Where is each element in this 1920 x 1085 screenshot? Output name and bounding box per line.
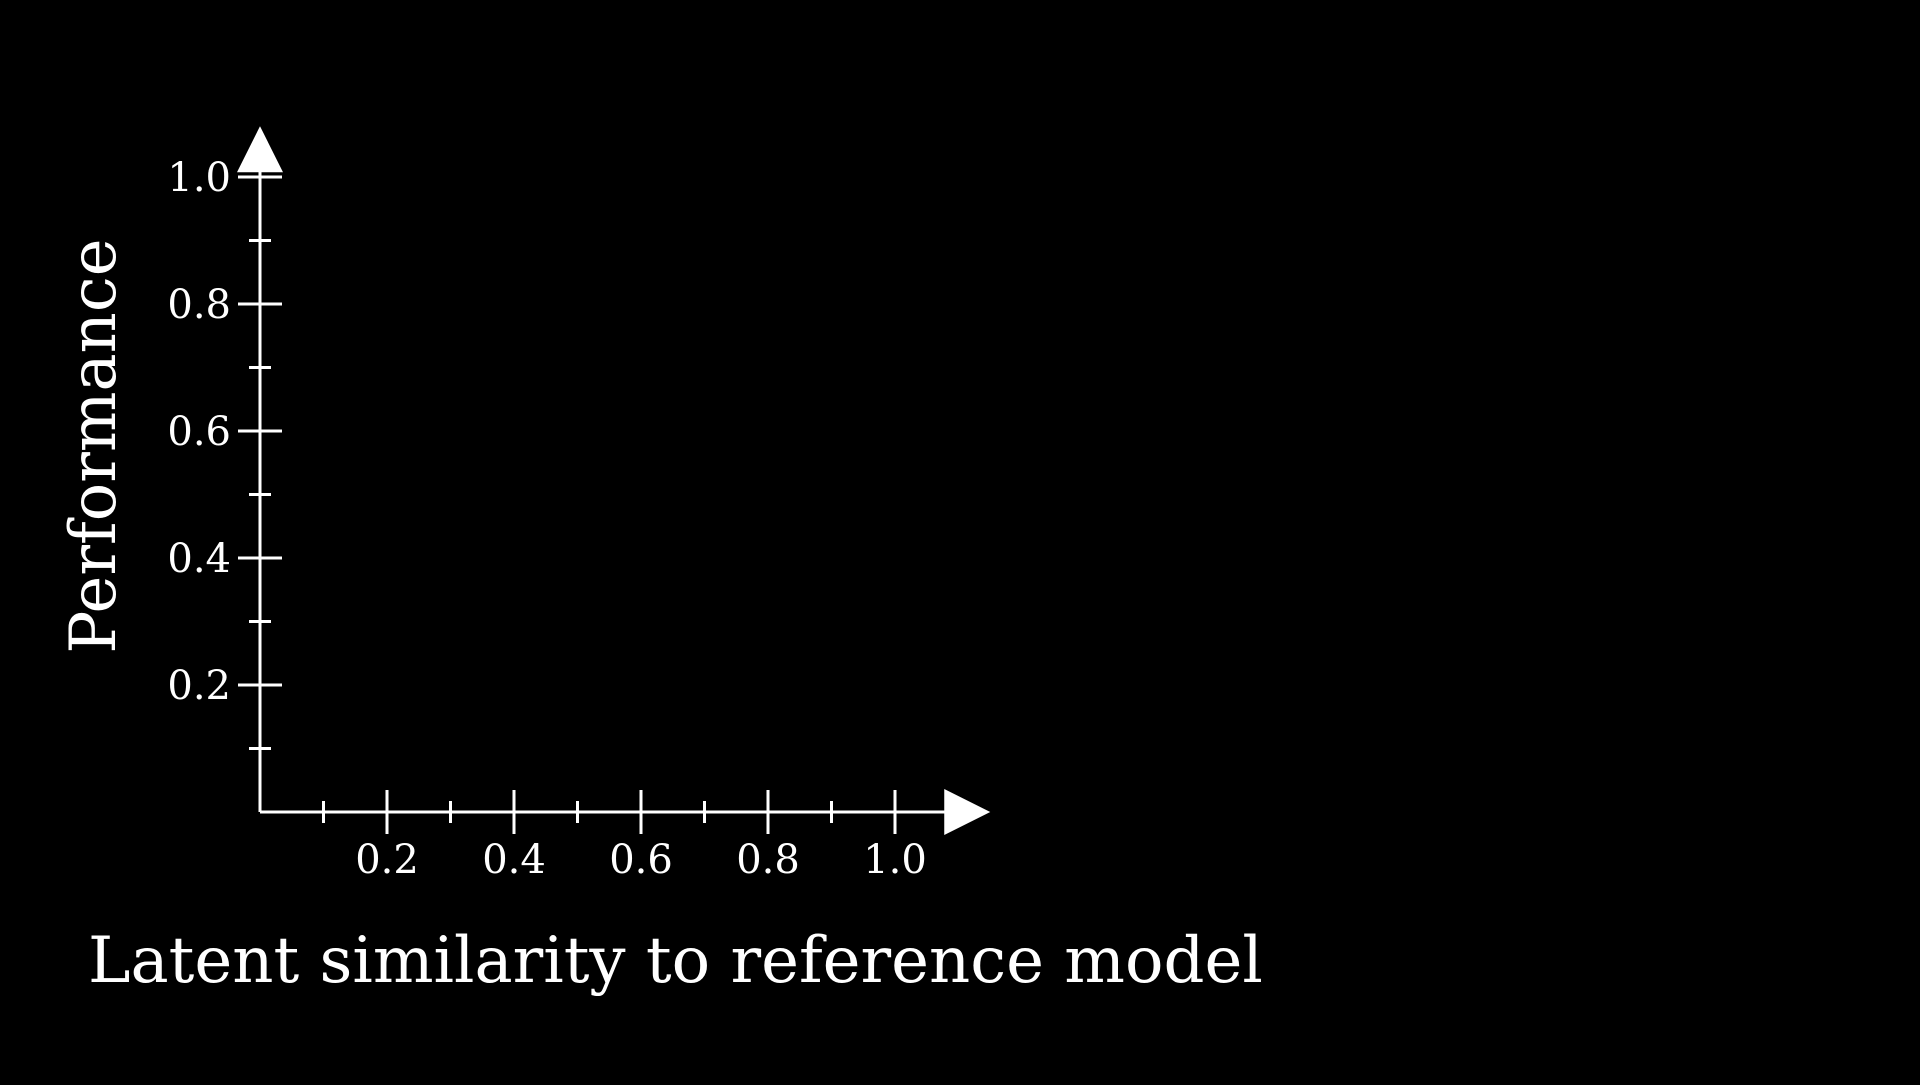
y-axis-label: Performance xyxy=(57,238,131,653)
y-tick-label: 1.0 xyxy=(167,155,231,201)
y-axis-ticks xyxy=(238,175,282,750)
x-tick-label: 1.0 xyxy=(863,837,927,883)
y-axis-tick-labels: 0.2 0.4 0.6 0.8 1.0 xyxy=(167,155,231,709)
y-tick-label: 0.6 xyxy=(167,409,231,455)
x-tick-label: 0.6 xyxy=(609,837,673,883)
x-axis-ticks xyxy=(322,790,897,834)
y-axis-arrowhead xyxy=(237,126,283,173)
x-tick-label: 0.4 xyxy=(482,837,546,883)
x-tick-label: 0.2 xyxy=(355,837,419,883)
y-tick-label: 0.8 xyxy=(167,282,231,328)
x-tick-label: 0.8 xyxy=(736,837,800,883)
x-axis-tick-labels: 0.2 0.4 0.6 0.8 1.0 xyxy=(355,837,927,883)
x-axis-label: Latent similarity to reference model xyxy=(88,924,1263,998)
x-axis-arrowhead xyxy=(944,789,991,835)
y-tick-label: 0.2 xyxy=(167,663,231,709)
axes xyxy=(237,126,991,835)
y-tick-label: 0.4 xyxy=(167,536,231,582)
